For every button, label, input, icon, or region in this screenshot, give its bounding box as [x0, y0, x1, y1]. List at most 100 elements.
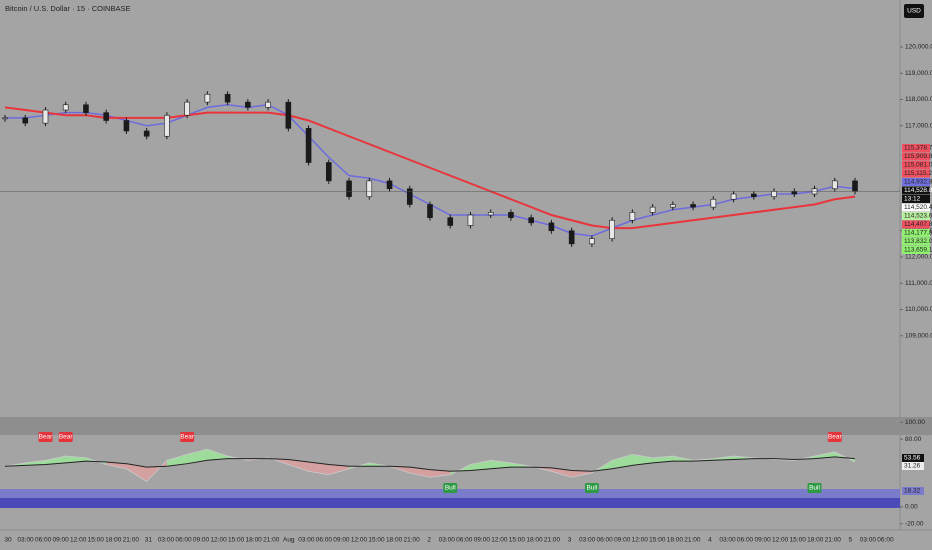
- time-label: 12:00: [491, 537, 508, 544]
- time-label: 31: [145, 537, 153, 544]
- chart-title: Bitcoin / U.S. Dollar · 15 · COINBASE: [5, 4, 130, 13]
- osc-fill: [45, 456, 66, 465]
- signal-line: [4, 456, 856, 472]
- osc-fill: [571, 470, 592, 478]
- time-label: 5: [849, 537, 853, 544]
- osc-tick-label: 100.00: [905, 419, 925, 426]
- price-tag-label: 113,832.08: [904, 238, 932, 245]
- currency-label[interactable]: USD: [907, 8, 921, 15]
- osc-fill: [308, 462, 329, 475]
- candle-body: [245, 101, 251, 108]
- price-tag: [902, 169, 930, 178]
- osc-fill: [126, 463, 147, 482]
- time-label: 09:00: [193, 537, 210, 544]
- time-label: 03:00: [17, 537, 34, 544]
- candle-body: [487, 212, 494, 216]
- time-label: 06:00: [456, 537, 473, 544]
- time-label: 12:00: [772, 537, 789, 544]
- candle-body: [224, 93, 231, 103]
- time-label: 06:00: [316, 537, 333, 544]
- price-tag: [902, 161, 930, 169]
- candle-body: [730, 193, 737, 200]
- price-tag: [902, 237, 930, 246]
- time-label: 21:00: [263, 537, 280, 544]
- time-label: 18:00: [526, 537, 543, 544]
- time-label: 03:00: [860, 537, 877, 544]
- osc-tick-label: 0.00: [905, 504, 918, 511]
- price-tag: [902, 229, 930, 237]
- candle-body: [751, 193, 757, 197]
- signal-label: Bull: [809, 485, 820, 492]
- y-tick-label: 119,000.00: [905, 70, 932, 77]
- price-tag: [902, 220, 930, 229]
- candle-body: [204, 93, 211, 103]
- candle-body: [22, 117, 29, 124]
- time-label: 15:00: [228, 537, 245, 544]
- signal-badge: [38, 432, 53, 442]
- price-tag: [902, 144, 930, 152]
- candle-body: [548, 222, 555, 232]
- osc-fill: [207, 449, 228, 461]
- price-tag-label: 115,115.27: [904, 170, 932, 177]
- time-label: 18:00: [386, 537, 403, 544]
- candle-body: [852, 180, 858, 192]
- osc-tick-label: -20.00: [905, 520, 924, 527]
- signal-label: Bull: [445, 485, 456, 492]
- time-label: 3: [568, 537, 572, 544]
- candle-body: [670, 204, 676, 208]
- candle-body: [62, 104, 69, 111]
- time-label: 06:00: [175, 537, 192, 544]
- price-tag: [902, 212, 930, 220]
- candle-body: [427, 204, 433, 218]
- time-label: 21:00: [825, 537, 842, 544]
- pane-divider: [0, 417, 932, 435]
- time-label: 21:00: [123, 537, 140, 544]
- time-label: 03:00: [579, 537, 596, 544]
- time-label: 18:00: [105, 537, 122, 544]
- price-tag-label: 114,528.81: [904, 187, 932, 194]
- time-label: 21:00: [684, 537, 701, 544]
- signal-badge: [827, 432, 842, 442]
- candle-body: [366, 180, 373, 197]
- ma-line: [4, 106, 856, 230]
- price-tag-label: 115,909.88: [904, 153, 932, 160]
- time-label: 12:00: [70, 537, 87, 544]
- osc-fill: [166, 454, 188, 467]
- candle-body: [568, 230, 575, 245]
- y-tick-label: 117,000.00: [905, 122, 932, 129]
- osc-fill: [328, 464, 350, 475]
- time-label: 12:00: [210, 537, 227, 544]
- osc-tag-label: 31.26: [904, 463, 921, 470]
- signal-badge: [807, 483, 822, 493]
- price-tag: [902, 152, 930, 161]
- osc-fill: [409, 467, 430, 478]
- signal-badge: [443, 483, 458, 493]
- y-tick-label: 111,000.00: [905, 280, 932, 287]
- candle-body: [2, 117, 8, 120]
- time-label: 03:00: [439, 537, 456, 544]
- time-label: 03:00: [719, 537, 736, 544]
- time-label: 06:00: [597, 537, 614, 544]
- candle-body: [123, 120, 130, 132]
- y-tick-label: 112,000.00: [905, 254, 932, 261]
- osc-fill: [288, 459, 309, 472]
- candle-body: [528, 217, 534, 224]
- price-tag-label: 114,932.82: [904, 179, 932, 186]
- currency-button[interactable]: [904, 4, 924, 18]
- candle-body: [285, 101, 292, 129]
- price-tag: [902, 246, 930, 254]
- price-tag: [902, 195, 930, 203]
- osc-fill: [470, 460, 491, 471]
- y-tick-label: 110,000.00: [905, 306, 932, 313]
- price-tag-label: 114,523.67: [904, 213, 932, 220]
- candle-body: [589, 238, 595, 245]
- band-lower: [0, 498, 900, 508]
- candle-body: [690, 204, 696, 208]
- osc-fill: [25, 460, 46, 466]
- candle-body: [326, 162, 332, 182]
- price-tag-label: 114,520.47: [904, 204, 932, 211]
- osc-tag: [902, 462, 924, 470]
- time-label: 21:00: [403, 537, 420, 544]
- signal-badge: [58, 432, 73, 442]
